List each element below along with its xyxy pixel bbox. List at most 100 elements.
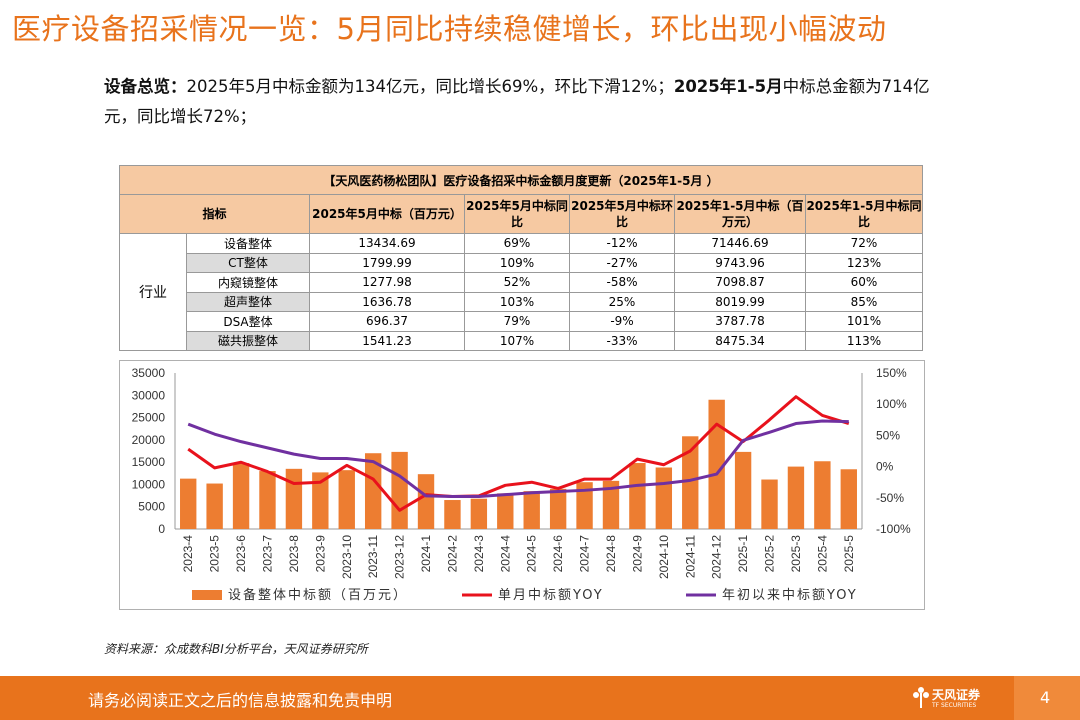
row-value: 123% [805,252,923,273]
page-number: 4 [1040,688,1051,707]
source-note: 资料来源：众成数科BI分析平台，天风证券研究所 [104,642,368,656]
row-value: 7098.87 [674,272,806,293]
row-name: CT整体 [186,252,310,273]
header-may-yoy: 2025年5月中标同比 [464,194,570,234]
combo-chart: 0 5000 10000 15000 20000 25000 30000 35000 -100%… [132,366,911,603]
table-row: 磁共振整体 1541.23 107% -33% 8475.34 113% [120,330,923,351]
row-value: 696.37 [309,311,465,332]
row-value: 8475.34 [674,330,806,351]
row-value: -27% [569,252,675,273]
row-name: 设备整体 [186,233,310,254]
chart-bar [655,467,673,529]
x-tick-label: 2024-11 [683,535,697,578]
row-value: 72% [805,233,923,254]
summary-may: 2025年5月中标金额为134亿元，同比增长69%，环比下滑12%； [186,77,674,96]
chart-bar [470,498,488,529]
chart-bar [708,399,725,529]
legend-label: 单月中标额YOY [498,588,604,603]
row-value: 13434.69 [309,233,465,254]
chart-bar [364,453,382,529]
y-left-tick-label: 25000 [132,411,166,425]
x-tick-label: 2023-6 [234,535,248,573]
x-tick-label: 2023-7 [260,535,274,573]
row-value: 1541.23 [309,330,465,351]
y-left-tick-label: 10000 [132,477,166,491]
x-tick-label: 2023-4 [181,535,195,573]
y-right-tick-label: -50% [876,491,904,505]
chart-bar [391,451,408,529]
y-left-tick-label: 0 [158,522,165,536]
chart-bar [497,493,514,529]
table-row: 内窥镜整体 1277.98 52% -58% 7098.87 60% [120,272,923,293]
row-value: 9743.96 [674,252,806,273]
table-row: DSA整体 696.37 79% -9% 3787.78 101% [120,311,923,332]
x-tick-label: 2024-3 [472,535,486,573]
row-value: 109% [464,252,570,273]
y-right-tick-label: 150% [876,366,907,380]
chart-bar [523,491,540,529]
y-left-tick-label: 35000 [132,366,166,380]
row-value: 25% [569,291,675,312]
y-right-tick-label: -100% [876,522,911,536]
brand-logo: 天风证券 TF SECURITIES [912,682,992,716]
header-ytd-yoy: 2025年1-5月中标同比 [805,194,923,234]
chart-bar [814,461,831,529]
x-tick-label: 2023-11 [366,535,380,578]
row-value: 3787.78 [674,311,806,332]
category-cell: 行业 [119,233,187,351]
chart-bar [444,500,461,529]
row-value: -33% [569,330,675,351]
page-title: 医疗设备招采情况一览：5月同比持续稳健增长，环比出现小幅波动 [12,12,887,46]
logo-subtext: TF SECURITIES [932,702,977,709]
y-left-tick-label: 30000 [132,388,166,402]
table-row: 超声整体 1636.78 103% 25% 8019.99 85% [120,291,923,312]
y-right-tick-label: 0% [876,460,894,474]
summary-ytd: 中标总金额为714亿元，同比增长72%； [104,77,930,126]
x-tick-label: 2025-3 [789,535,803,573]
chart-bar [338,470,355,529]
page-number-box [1014,676,1080,720]
chart-bar [734,451,752,529]
chart-container: 0 5000 10000 15000 20000 25000 30000 35000 -100%… [119,360,925,610]
row-value: 103% [464,291,570,312]
x-tick-label: 2023-10 [340,535,354,579]
row-value: 79% [464,311,570,332]
legend-label: 年初以来中标额YOY [722,588,858,603]
x-tick-label: 2023-12 [393,535,407,579]
chart-bar [761,479,778,529]
x-tick-label: 2024-4 [498,535,512,573]
x-tick-label: 2025-2 [763,535,777,573]
row-name: 超声整体 [186,291,310,312]
y-right-tick-label: 50% [876,428,900,442]
header-may-amount: 2025年5月中标（百万元） [309,194,465,234]
row-value: 60% [805,272,923,293]
row-name: 磁共振整体 [186,330,310,351]
x-tick-label: 2025-4 [815,535,829,573]
row-value: 8019.99 [674,291,806,312]
x-tick-label: 2024-10 [657,535,671,579]
chart-bar [549,488,567,529]
legend-label: 设备整体中标额（百万元） [228,587,408,603]
row-value: 1277.98 [309,272,465,293]
chart-bar [312,472,329,529]
chart-bar [259,471,276,529]
table-caption: 【天风医药杨松团队】医疗设备招采中标金额月度更新（2025年1-5月 ） [119,165,923,195]
row-value: -9% [569,311,675,332]
header-indicator: 指标 [119,194,310,234]
row-value: 101% [805,311,923,332]
y-left-tick-label: 15000 [132,455,166,469]
row-value: 71446.69 [674,233,806,254]
row-value: -12% [569,233,675,254]
chart-bar [682,436,699,529]
table-row: 行业 设备整体 13434.69 69% -12% 71446.69 72% [119,233,923,351]
chart-bar [787,466,805,529]
row-value: -58% [569,272,675,293]
row-value: 52% [464,272,570,293]
y-right-tick-label: 100% [876,397,907,411]
x-tick-label: 2024-1 [419,535,433,573]
x-tick-label: 2024-7 [578,535,592,573]
disclaimer-text: 请务必阅读正文之后的信息披露和免责申明 [88,691,393,710]
summary-label: 设备总览： [104,77,187,96]
chart-bar [206,483,223,529]
row-value: 1799.99 [309,252,465,273]
